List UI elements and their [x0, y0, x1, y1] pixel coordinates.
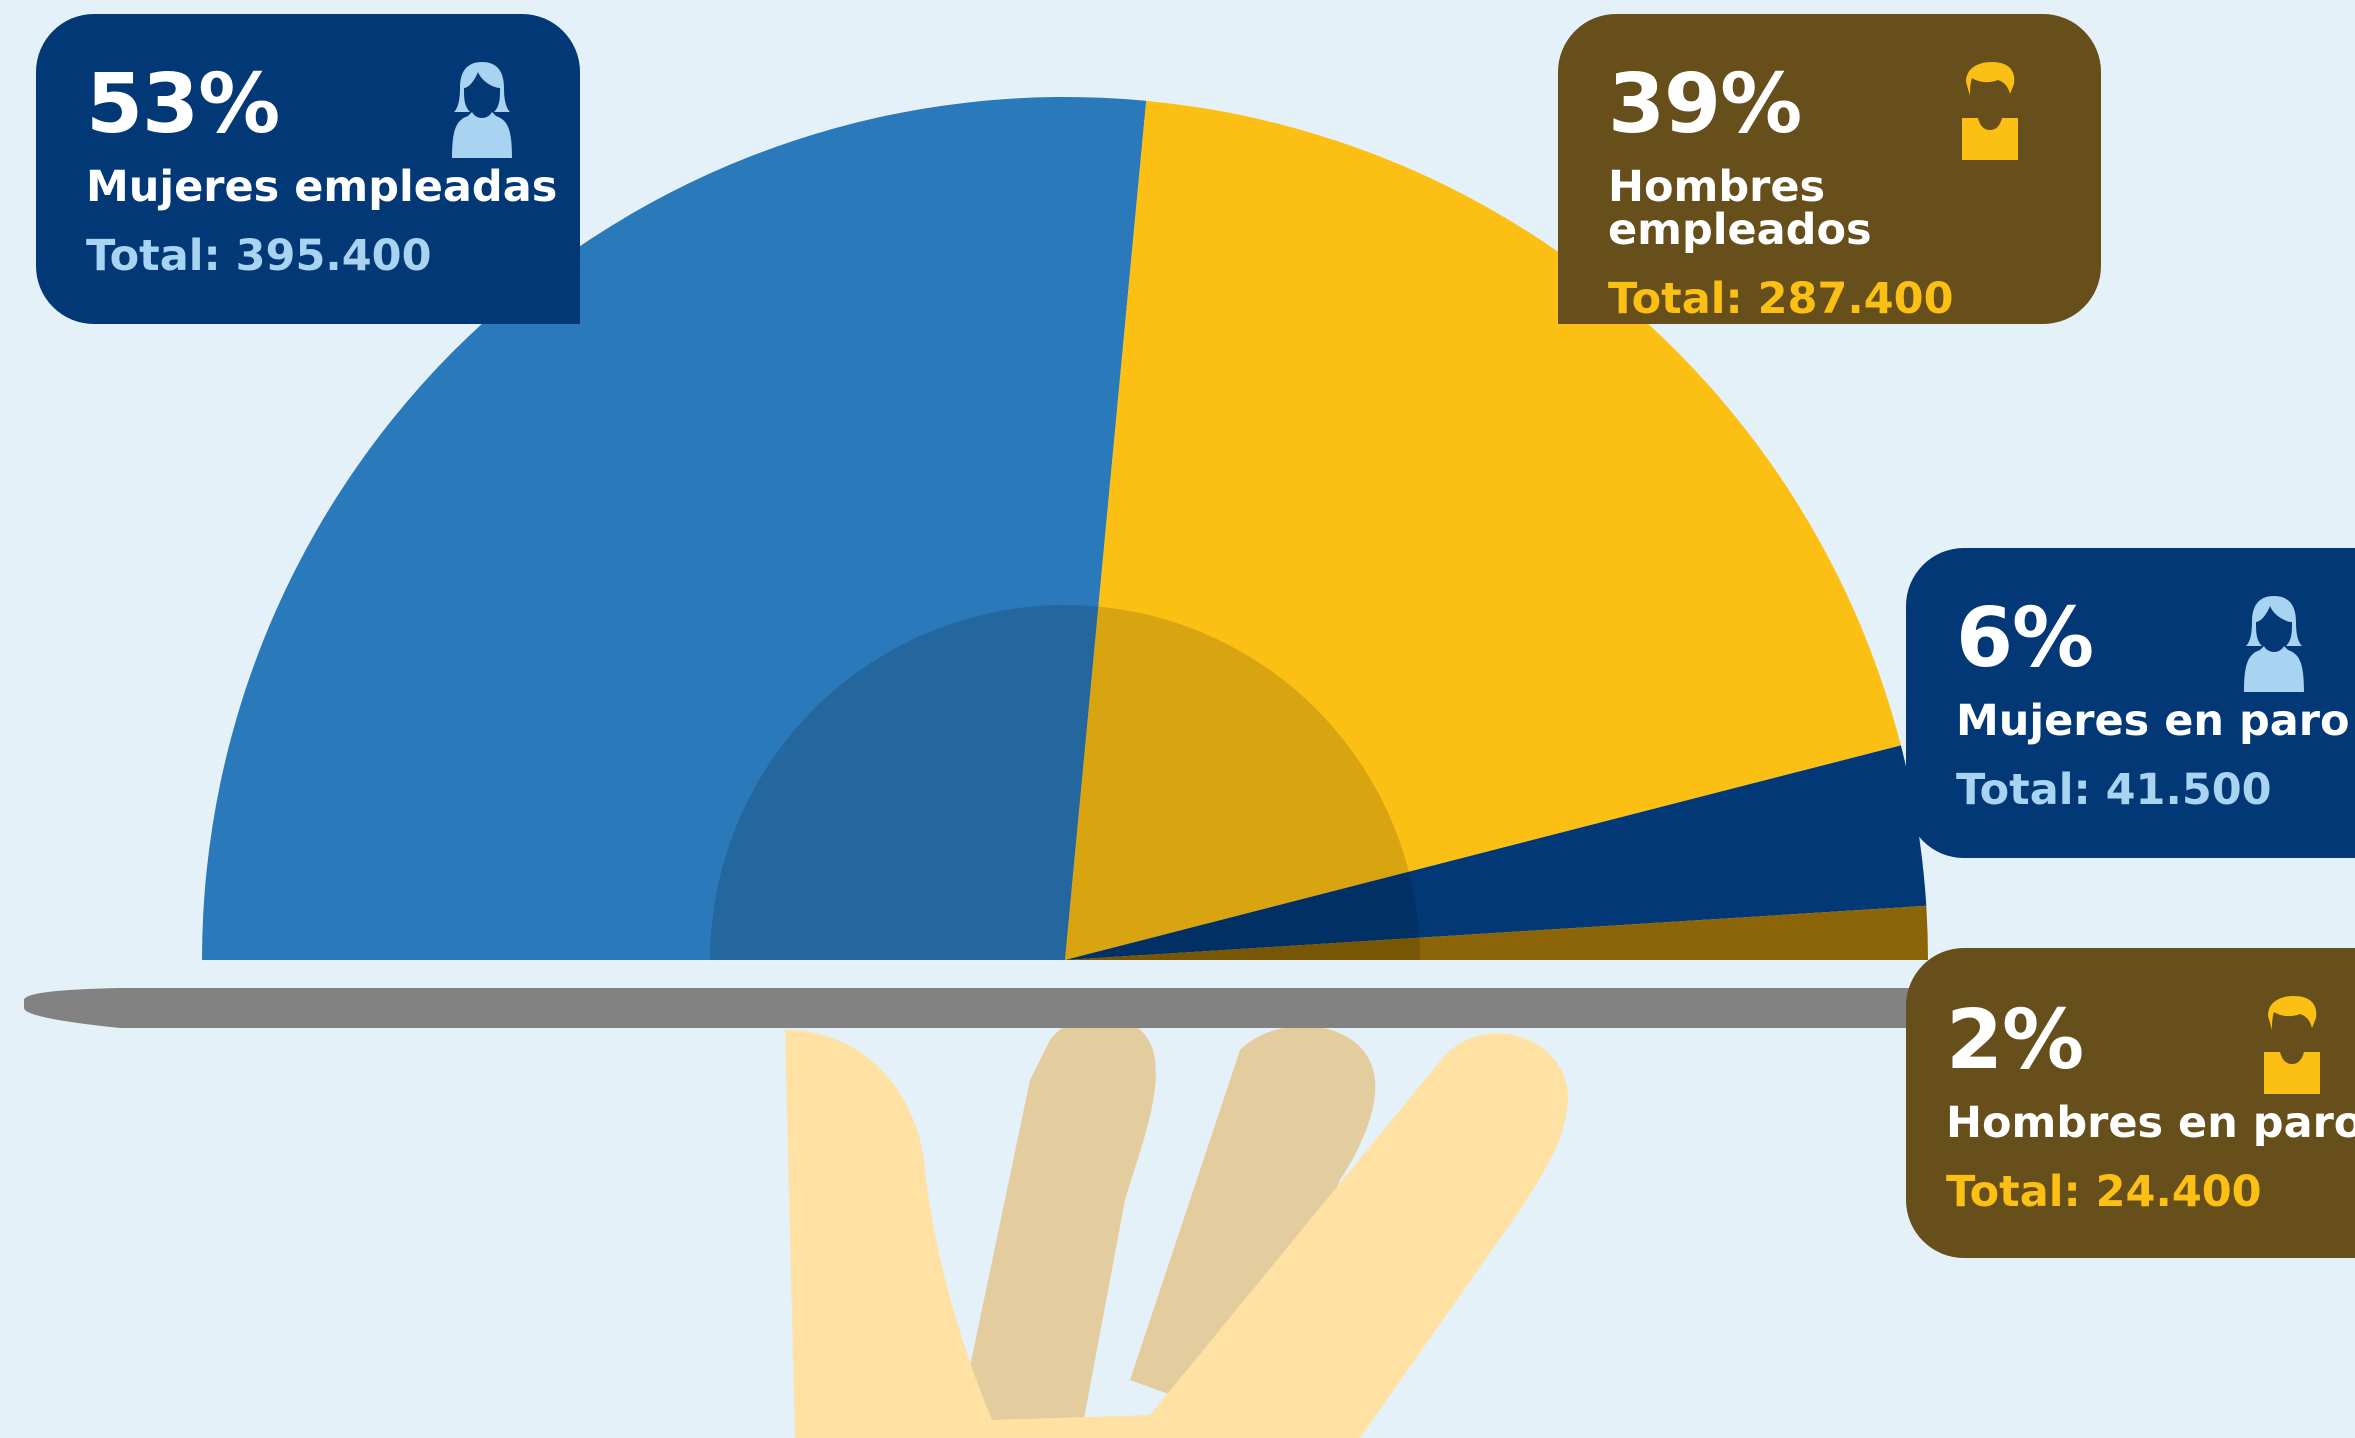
women-employed-label: Mujeres empleadas: [86, 162, 558, 212]
slice-men-employed: [1065, 100, 1901, 961]
men-employed-total: Total: 287.400: [1608, 274, 1954, 324]
woman-icon: [2244, 596, 2304, 692]
hand-illustration: [785, 1015, 1569, 1438]
women-employed-percent: 53%: [86, 57, 280, 152]
women-unemployed-percent: 6%: [1956, 591, 2094, 686]
slice-inner-women-employed: [710, 605, 1099, 960]
card-women-employed: 53% Mujeres empleadas Total: 395.400: [36, 14, 580, 324]
hand-finger-back-2: [1130, 1026, 1376, 1420]
women-employed-total: Total: 395.400: [86, 231, 432, 281]
card-women-unemployed: 6% Mujeres en paro Total: 41.500: [1906, 548, 2355, 858]
pie-slices: [202, 97, 1928, 961]
men-unemployed-label: Hombres en paro: [1946, 1098, 2355, 1148]
man-icon: [2264, 996, 2320, 1094]
pie-inner-overlay: [710, 605, 1420, 960]
women-unemployed-total: Total: 41.500: [1956, 765, 2272, 815]
slice-inner-men-employed: [1065, 606, 1409, 960]
hand-finger-back-1: [955, 1015, 1156, 1438]
hand-palm: [785, 1030, 1000, 1438]
men-employed-percent: 39%: [1608, 57, 1802, 152]
serving-tray: [24, 988, 1935, 1028]
card-men-employed: 39% Hombres empleados Total: 287.400: [1558, 14, 2101, 324]
slice-women-unemployed: [1065, 745, 1927, 960]
slice-inner-men-unemployed: [1065, 937, 1420, 960]
slice-women-employed: [202, 97, 1147, 960]
men-unemployed-percent: 2%: [1946, 993, 2084, 1088]
card-men-unemployed: 2% Hombres en paro Total: 24.400: [1906, 948, 2355, 1258]
woman-icon: [452, 62, 512, 158]
man-icon: [1962, 62, 2018, 160]
women-unemployed-label: Mujeres en paro: [1956, 696, 2350, 746]
men-unemployed-total: Total: 24.400: [1946, 1167, 2262, 1217]
hand-finger-front: [990, 1033, 1569, 1438]
slice-inner-women-unemployed: [1065, 871, 1420, 960]
men-employed-label: Hombres empleados: [1608, 162, 1872, 255]
slice-men-unemployed: [1065, 905, 1928, 960]
